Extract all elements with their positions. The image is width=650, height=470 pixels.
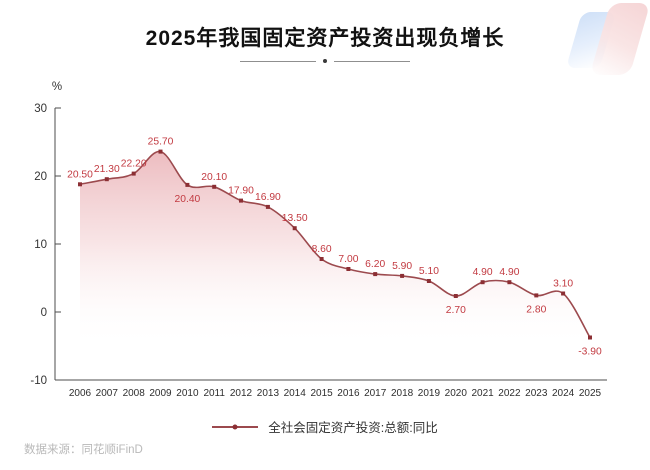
x-tick-label: 2009 bbox=[149, 388, 172, 399]
data-point-marker bbox=[346, 267, 351, 271]
data-point-label: 2.70 bbox=[446, 305, 466, 316]
x-tick-label: 2016 bbox=[337, 388, 360, 399]
data-point-label: 7.00 bbox=[338, 254, 358, 265]
x-tick-label: 2010 bbox=[176, 388, 199, 399]
x-tick-label: 2012 bbox=[230, 388, 253, 399]
data-point-marker bbox=[400, 273, 405, 278]
y-tick-label: 10 bbox=[34, 239, 47, 251]
data-point-label: 4.90 bbox=[499, 267, 519, 278]
x-tick-label: 2024 bbox=[552, 388, 575, 399]
underline-dot-icon bbox=[323, 59, 327, 63]
x-tick-label: 2021 bbox=[471, 388, 494, 399]
x-tick-label: 2025 bbox=[579, 388, 602, 399]
data-point-marker bbox=[158, 149, 163, 154]
data-point-label: 2.80 bbox=[526, 304, 546, 315]
data-point-label: 21.30 bbox=[94, 164, 120, 175]
data-point-marker bbox=[453, 294, 458, 298]
data-point-marker bbox=[373, 272, 378, 277]
data-point-marker bbox=[480, 280, 485, 285]
title-underline bbox=[0, 59, 650, 63]
x-tick-label: 2014 bbox=[284, 388, 307, 399]
data-point-marker bbox=[292, 226, 297, 231]
series-line bbox=[79, 150, 591, 338]
data-point-marker bbox=[507, 280, 512, 285]
data-point-label: 4.90 bbox=[473, 267, 493, 278]
y-axis-unit-label: % bbox=[52, 81, 62, 93]
data-point-marker bbox=[78, 182, 82, 187]
x-tick-label: 2011 bbox=[203, 388, 225, 399]
data-point-marker bbox=[534, 293, 539, 298]
x-tick-label: 2020 bbox=[445, 388, 468, 399]
data-point-label: -3.90 bbox=[578, 347, 602, 358]
data-point-label: 8.60 bbox=[312, 244, 332, 255]
y-tick-label: -10 bbox=[30, 375, 47, 387]
x-tick-label: 2023 bbox=[525, 388, 548, 399]
x-tick-label: 2019 bbox=[418, 388, 441, 399]
data-source-note: 数据来源：同花顺iFinD bbox=[24, 444, 143, 456]
data-point-label: 3.10 bbox=[553, 279, 573, 290]
data-point-label: 17.90 bbox=[228, 186, 254, 197]
x-tick-label: 2006 bbox=[69, 388, 92, 399]
chart-header: 2025年我国固定资产投资出现负增长 bbox=[0, 22, 650, 63]
x-axis-labels: 2006 2007 2008 2009 2010 2011 2012 2013 2014 2015… bbox=[69, 388, 602, 399]
x-tick-label: 2017 bbox=[364, 388, 387, 399]
data-point-marker bbox=[131, 171, 136, 176]
data-point-label: 20.10 bbox=[201, 172, 227, 183]
data-point-label: 25.70 bbox=[148, 137, 174, 148]
y-tick-label: 0 bbox=[41, 307, 47, 319]
x-tick-label: 2015 bbox=[310, 388, 333, 399]
x-tick-label: 2018 bbox=[391, 388, 414, 399]
page-title: 2025年我国固定资产投资出现负增长 bbox=[145, 27, 505, 50]
underline-left-segment bbox=[240, 60, 316, 62]
data-point-marker bbox=[212, 184, 217, 189]
data-point-marker bbox=[561, 291, 566, 296]
data-point-label: 16.90 bbox=[255, 192, 281, 203]
data-point-marker bbox=[104, 177, 109, 182]
data-point-marker bbox=[239, 198, 243, 203]
underline-right-segment bbox=[334, 60, 410, 62]
y-axis-ticks: 30 20 10 0 -10 bbox=[30, 103, 61, 387]
data-point-label: 5.90 bbox=[392, 261, 412, 272]
legend-line-dot-icon bbox=[212, 425, 259, 428]
x-tick-label: 2022 bbox=[498, 388, 521, 399]
legend-label: 全社会固定资产投资:总额:同比 bbox=[268, 421, 438, 435]
data-point-label: 6.20 bbox=[365, 259, 385, 270]
data-point-label: 13.50 bbox=[282, 213, 308, 224]
data-point-label: 5.10 bbox=[419, 266, 439, 277]
chart-legend: 全社会固定资产投资:总额:同比 bbox=[0, 417, 650, 436]
data-point-label: 22.20 bbox=[121, 159, 147, 170]
data-point-marker bbox=[319, 257, 324, 261]
y-tick-label: 30 bbox=[34, 103, 47, 115]
data-point-label: 20.50 bbox=[67, 169, 93, 180]
data-points bbox=[78, 149, 592, 340]
x-tick-label: 2013 bbox=[257, 388, 280, 399]
data-point-marker bbox=[185, 182, 190, 187]
data-point-marker bbox=[588, 335, 592, 340]
data-point-marker bbox=[426, 279, 431, 283]
x-tick-label: 2007 bbox=[96, 388, 119, 399]
data-point-label: 20.40 bbox=[175, 194, 201, 205]
x-tick-label: 2008 bbox=[123, 388, 146, 399]
y-tick-label: 20 bbox=[34, 171, 47, 183]
data-point-marker bbox=[265, 204, 270, 209]
